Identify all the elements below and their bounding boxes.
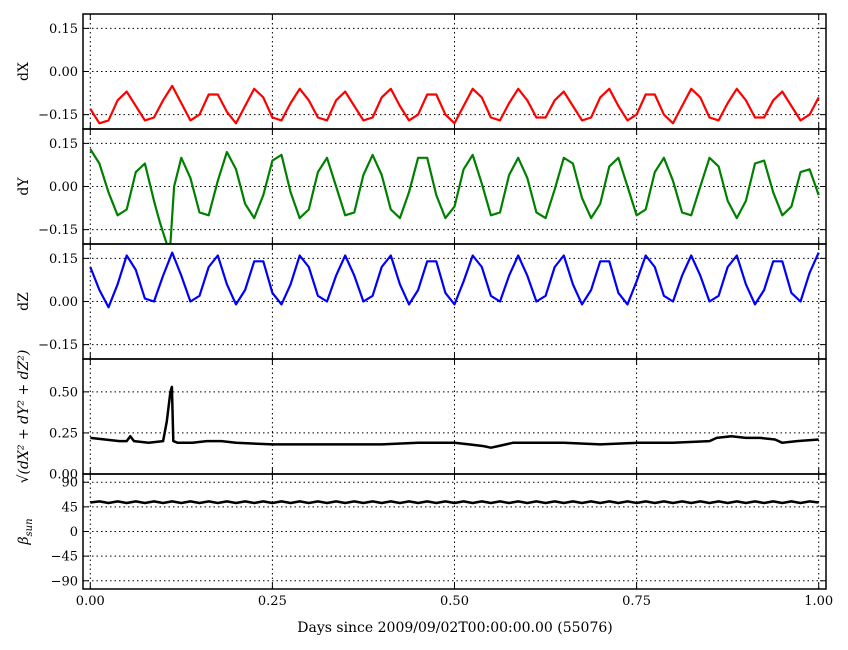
y-tick-label: −0.15 [38, 338, 78, 353]
panel-dx: 0.15 0.00 −0.15 dX [16, 13, 827, 130]
series-line-beta [90, 500, 819, 505]
series-line-dz [89, 251, 820, 309]
y-axis-label-mag: √(dX² + dY² + dZ²) [16, 350, 32, 484]
y-tick-label: 0.00 [49, 295, 78, 310]
y-tick-label: −45 [51, 550, 78, 565]
y-tick-label: 0.00 [49, 468, 78, 483]
y-tick-label: 0.00 [49, 65, 78, 80]
y-axis-label-dz: dZ [16, 292, 32, 311]
y-tick-label: −0.15 [38, 108, 78, 123]
series-line-dx [89, 84, 820, 125]
y-tick-label: 45 [61, 500, 78, 515]
x-tick-label: 0.50 [440, 594, 469, 609]
y-axis-label-beta: βsun [16, 518, 35, 545]
series-line-mag [90, 385, 819, 449]
series-line-dy [89, 148, 820, 244]
x-tick-label: 0.75 [622, 594, 651, 609]
y-tick-label: 0.15 [49, 137, 78, 152]
x-tick-label: 1.00 [804, 594, 833, 609]
y-tick-label: 0.50 [49, 385, 78, 400]
axes-frame [82, 13, 827, 130]
axes-frame [82, 473, 827, 590]
y-tick-label: −90 [51, 574, 78, 589]
y-axis-label-dx: dX [16, 62, 32, 81]
panel-dy: 0.15 0.00 −0.15 dY [16, 128, 827, 245]
y-tick-label: 0 [70, 525, 78, 540]
axes-frame [82, 358, 827, 475]
x-axis-label: Days since 2009/09/02T00:00:00.00 (55076… [297, 620, 612, 636]
panel-mag: 0.50 0.25 0.00 √(dX² + dY² + dZ²) [16, 350, 827, 484]
y-tick-label: 90 [61, 476, 78, 491]
y-tick-label: 0.25 [49, 426, 78, 441]
panel-dz: 0.15 0.00 −0.15 dZ [16, 243, 827, 360]
axes-frame [82, 128, 827, 245]
y-tick-label: 0.15 [49, 22, 78, 37]
y-tick-label: −0.15 [38, 223, 78, 238]
y-tick-label: 0.00 [49, 180, 78, 195]
panel-beta: 90 45 0 −45 −90 βsun [16, 473, 827, 590]
y-tick-label: 0.15 [49, 252, 78, 267]
y-axis-label-dy: dY [16, 177, 32, 196]
x-tick-label: 0.25 [258, 594, 287, 609]
x-tick-label: 0.00 [76, 594, 105, 609]
